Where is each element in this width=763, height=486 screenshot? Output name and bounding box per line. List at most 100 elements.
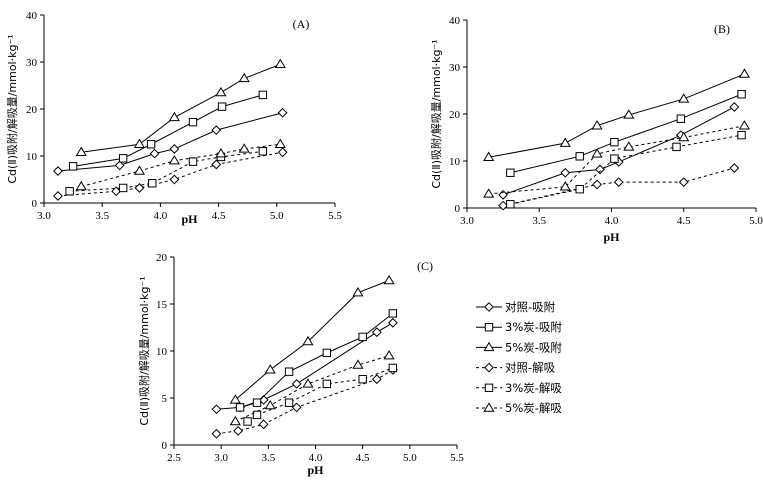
y-tick-label: 40 — [26, 10, 38, 22]
data-point — [559, 181, 571, 191]
data-point — [672, 142, 681, 152]
data-point — [506, 200, 515, 209]
y-tick-label: 10 — [156, 346, 168, 358]
legend-label: 对照-解吸 — [505, 361, 556, 375]
data-point — [211, 159, 222, 170]
x-tick-label: 3.0 — [214, 452, 228, 464]
data-point — [291, 402, 302, 413]
data-point — [575, 152, 584, 161]
data-point — [678, 177, 689, 188]
data-point — [277, 107, 288, 118]
data-point — [114, 160, 125, 171]
data-point — [738, 120, 751, 130]
y-tick-label: 20 — [156, 252, 168, 264]
data-point — [274, 58, 286, 69]
data-point — [595, 164, 605, 175]
data-point — [352, 359, 364, 369]
data-point — [678, 93, 690, 103]
data-point — [610, 154, 619, 163]
x-axis-label: pH — [307, 463, 324, 477]
data-point — [591, 120, 603, 130]
series-line-2 — [73, 94, 263, 167]
panel-label: (A) — [293, 17, 310, 31]
data-point — [215, 86, 227, 97]
data-point — [68, 162, 78, 171]
legend-marker-icon — [484, 362, 494, 373]
legend-marker-icon — [484, 383, 494, 393]
y-tick-label: 0 — [455, 203, 461, 215]
x-tick-label: 2.5 — [167, 452, 181, 464]
data-point — [252, 398, 262, 407]
data-point — [322, 379, 332, 389]
data-point — [506, 168, 515, 177]
data-point — [371, 374, 382, 385]
data-point — [258, 147, 268, 156]
y-tick-label: 15 — [156, 299, 168, 311]
data-point — [383, 274, 395, 285]
series-line-4 — [57, 151, 283, 197]
x-tick-label: 4.5 — [212, 210, 226, 222]
y-tick-label: 30 — [26, 57, 38, 69]
data-point — [229, 415, 241, 426]
data-point — [322, 348, 332, 358]
legend-marker-icon — [483, 402, 495, 412]
y-tick-label: 40 — [449, 15, 461, 27]
data-point — [148, 179, 157, 188]
legend-marker-icon — [484, 323, 494, 332]
data-point — [676, 114, 686, 123]
y-tick-label: 20 — [26, 104, 38, 116]
legend-label: 对照-吸附 — [505, 300, 556, 314]
data-point — [118, 183, 128, 193]
data-point — [498, 189, 509, 200]
data-point — [75, 180, 87, 191]
y-axis-label: Cd(Ⅱ)吸附/解吸量/mmol·kg⁻¹ — [137, 276, 151, 425]
data-point — [215, 147, 227, 158]
data-point — [211, 428, 222, 439]
series-line-6 — [235, 355, 390, 422]
data-point — [352, 287, 364, 297]
panel-label: (C) — [417, 259, 433, 273]
data-point — [274, 138, 286, 148]
legend-label: 3%炭-解吸 — [505, 381, 562, 395]
x-tick-label: 5.0 — [749, 215, 763, 227]
x-axis-label: pH — [603, 230, 620, 244]
data-point — [388, 309, 398, 318]
data-point — [168, 111, 180, 122]
chart-panel-c: 2.5 3.0 3.5 4.0 4.5 5.0 5.5 0 5 10 15 20 (C) pH Cd(Ⅱ)吸… — [137, 252, 464, 477]
data-point — [371, 327, 382, 338]
series-line-3 — [81, 63, 281, 153]
data-point — [65, 187, 74, 196]
data-point — [387, 317, 398, 328]
data-point — [258, 419, 269, 430]
data-point — [560, 167, 571, 178]
chart-panel-b: 3.0 3.5 4.0 4.5 5.0 0 10 20 30 40 (B) pH Cd(Ⅱ)吸附/解吸量… — [429, 15, 763, 244]
x-tick-label: 4.0 — [154, 210, 168, 222]
data-point — [483, 188, 495, 198]
x-tick-label: 4.5 — [677, 215, 691, 227]
series-line-5 — [510, 134, 742, 205]
data-point — [388, 363, 398, 373]
x-tick-label: 4.0 — [309, 452, 323, 464]
data-point — [737, 130, 746, 140]
data-point — [211, 125, 222, 136]
data-point — [53, 166, 63, 176]
data-point — [498, 200, 509, 211]
data-point — [149, 148, 160, 159]
series-line-5 — [69, 150, 263, 192]
y-axis-label: Cd(Ⅱ)吸附/解吸量/mmol·kg⁻¹ — [5, 34, 19, 183]
data-point — [133, 138, 146, 148]
data-point — [592, 179, 602, 190]
data-point — [591, 148, 603, 158]
x-tick-label: 3.5 — [95, 210, 109, 222]
data-point — [134, 183, 145, 193]
series-line-5 — [247, 367, 394, 422]
data-point — [358, 375, 367, 384]
series-line-6 — [81, 143, 281, 188]
data-point — [737, 90, 746, 99]
x-tick-label: 5.5 — [328, 210, 342, 222]
data-point — [168, 155, 180, 165]
chart-panel-a: 3.0 3.5 4.0 4.5 5.0 5.5 0 10 20 30 40 (A) pH Cd(Ⅱ)吸附/… — [5, 10, 342, 226]
data-point — [738, 68, 751, 78]
y-tick-label: 10 — [449, 156, 461, 168]
